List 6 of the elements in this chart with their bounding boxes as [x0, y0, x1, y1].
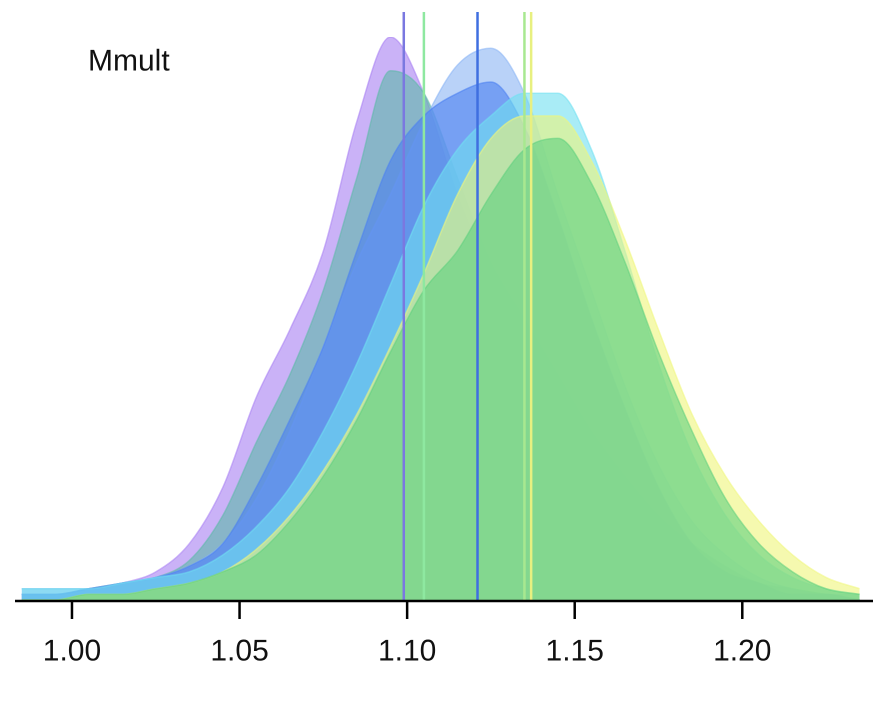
annotation: Mmult	[88, 44, 170, 78]
x-tick-label: 1.10	[378, 634, 436, 668]
x-tick-label: 1.00	[42, 634, 102, 668]
x-tick-label: 1.15	[546, 634, 604, 668]
x-tick-label: 1.20	[713, 634, 772, 668]
x-tick-label: 1.05	[210, 634, 269, 668]
